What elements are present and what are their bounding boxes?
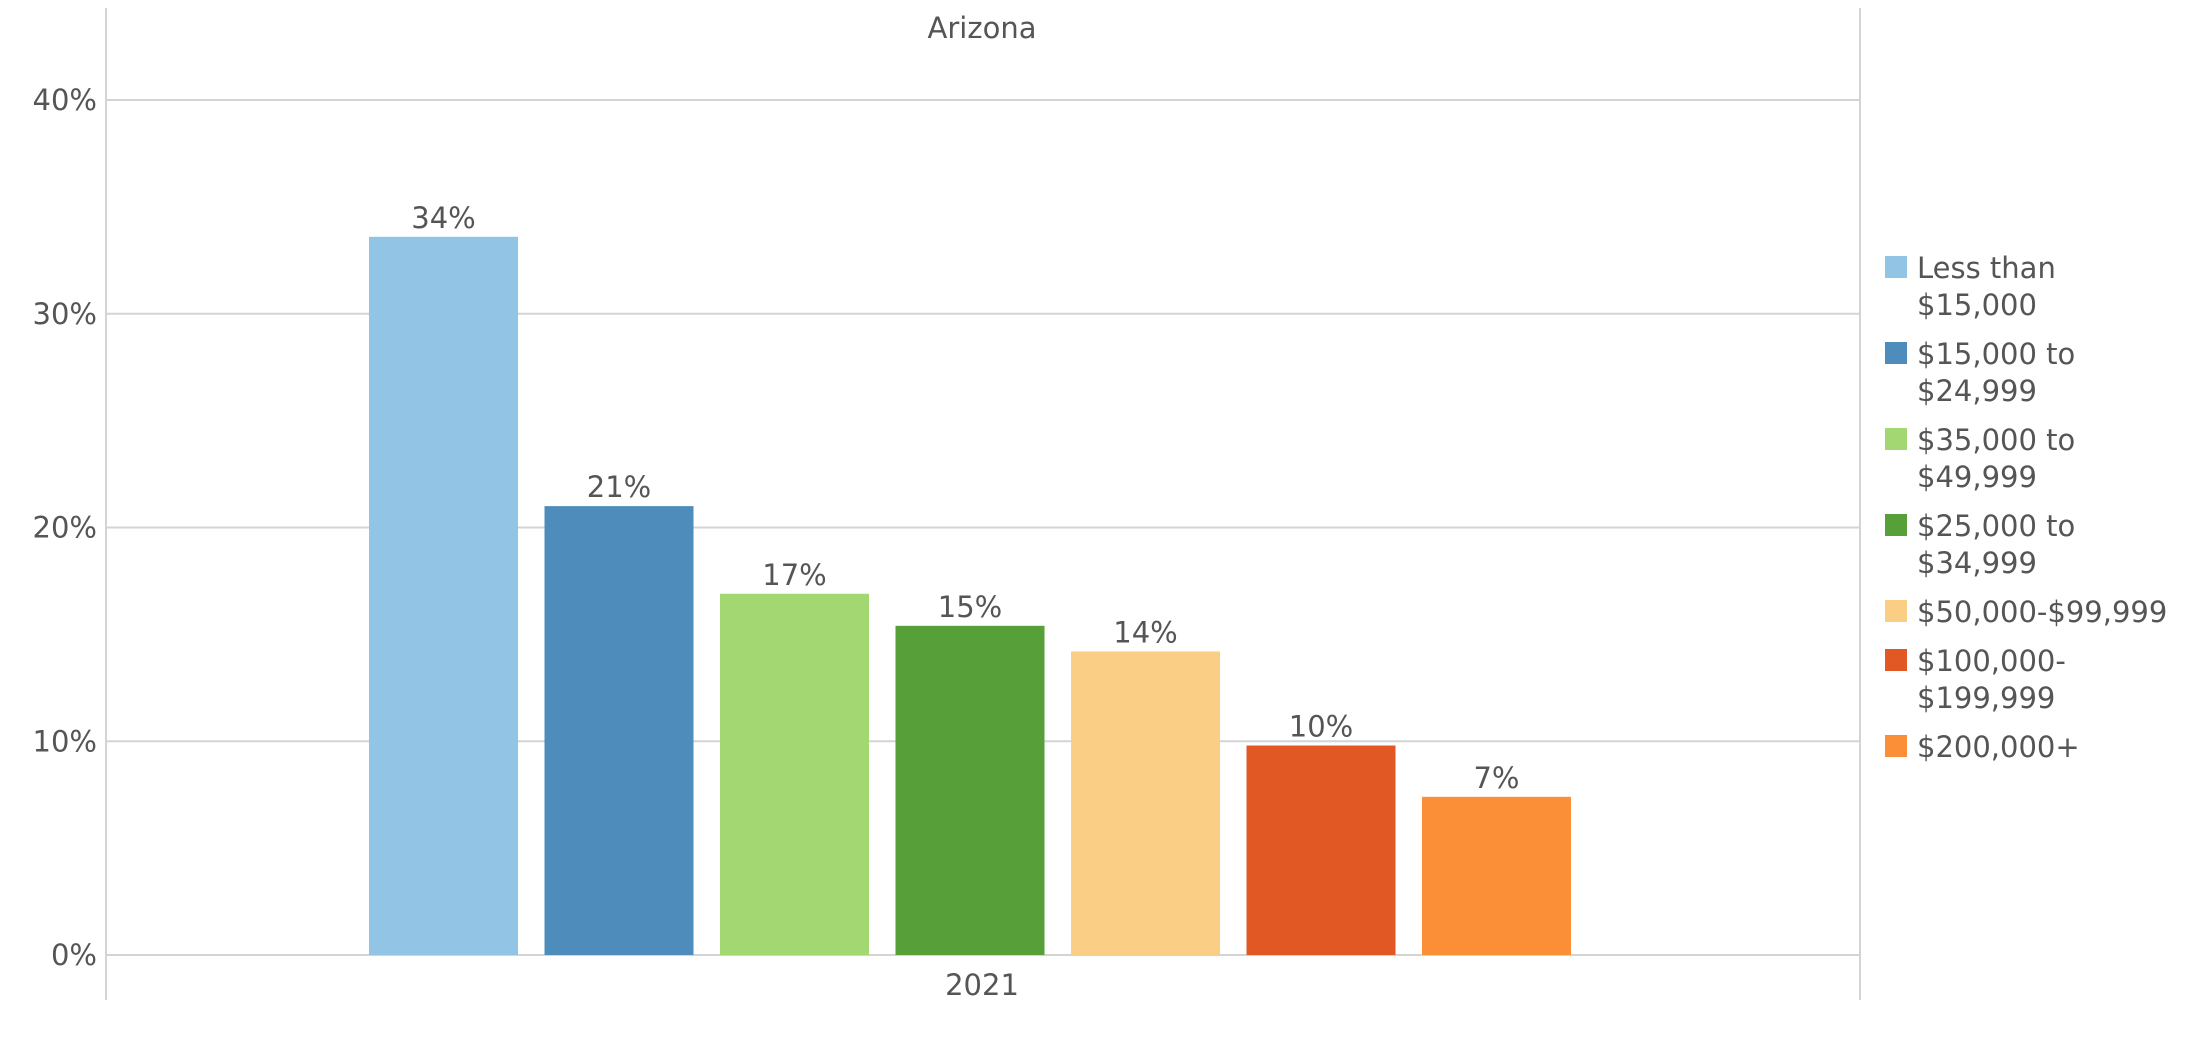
legend-label: $50,000-$99,999 (1917, 595, 2168, 629)
legend-label: $15,000 to $24,999 (1917, 337, 2076, 408)
data-label: 34% (411, 201, 475, 235)
y-tick-label: 30% (33, 297, 97, 331)
data-label: 21% (587, 470, 651, 504)
bar (1246, 745, 1396, 955)
legend-item: $35,000 to $49,999 (1885, 422, 2195, 496)
data-label: 14% (1113, 615, 1177, 649)
data-label: 10% (1289, 710, 1353, 744)
legend-swatch (1885, 256, 1907, 278)
legend-item: $200,000+ (1885, 729, 2195, 766)
legend-swatch (1885, 735, 1907, 757)
y-axis: 0% 10% 20% 30% 40% (33, 83, 97, 972)
bar (720, 593, 869, 955)
legend-item: Less than $15,000 (1885, 250, 2195, 324)
chart-title: Arizona (928, 11, 1037, 45)
bar (1071, 651, 1220, 955)
y-tick-label: 0% (51, 938, 97, 972)
bar (895, 625, 1045, 955)
y-tick-label: 40% (33, 83, 97, 117)
legend-swatch (1885, 600, 1907, 622)
bar (369, 236, 518, 956)
legend-item: $100,000- $199,999 (1885, 643, 2195, 717)
y-tick-label: 10% (33, 724, 97, 758)
data-labels: 34% 21% 17% 15% 14% 10% 7% (411, 201, 1519, 795)
legend-swatch (1885, 649, 1907, 671)
legend-label: $35,000 to $49,999 (1917, 423, 2076, 494)
legend-label: $200,000+ (1917, 730, 2080, 764)
legend-item: $50,000-$99,999 (1885, 594, 2195, 631)
x-tick-label: 2021 (945, 968, 1019, 1002)
legend-label: $100,000- $199,999 (1917, 644, 2066, 715)
bar (1422, 796, 1571, 955)
data-label: 17% (762, 558, 826, 592)
legend-swatch (1885, 428, 1907, 450)
legend-item: $15,000 to $24,999 (1885, 336, 2195, 410)
legend-item: $25,000 to $34,999 (1885, 508, 2195, 582)
bar (544, 506, 694, 955)
y-tick-label: 20% (33, 511, 97, 545)
legend-swatch (1885, 342, 1907, 364)
data-label: 7% (1473, 761, 1519, 795)
data-label: 15% (938, 590, 1002, 624)
legend-label: Less than $15,000 (1917, 251, 2056, 322)
bars (369, 236, 1571, 956)
legend: Less than $15,000 $15,000 to $24,999 $35,0… (1885, 250, 2195, 778)
legend-label: $25,000 to $34,999 (1917, 509, 2076, 580)
legend-swatch (1885, 514, 1907, 536)
